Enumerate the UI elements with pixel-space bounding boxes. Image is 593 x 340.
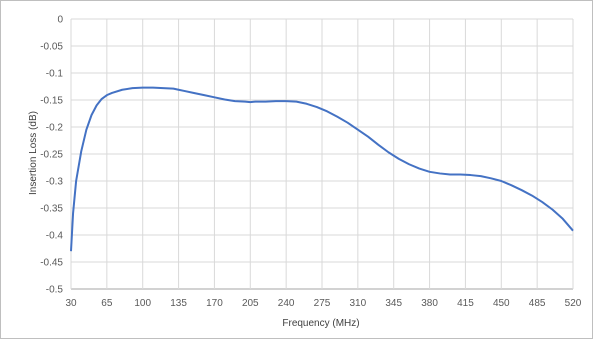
x-tick-label: 205 bbox=[242, 298, 259, 309]
x-tick-label: 240 bbox=[278, 298, 295, 309]
y-tick-label: -0.45 bbox=[40, 258, 63, 269]
y-tick-label: -0.4 bbox=[46, 231, 64, 242]
x-axis-tick-labels: 30 65 100 135 170 205 240 275 310 345 380 415 450 485… bbox=[65, 298, 581, 309]
x-tick-label: 345 bbox=[385, 298, 402, 309]
x-tick-label: 135 bbox=[170, 298, 187, 309]
x-tick-label: 65 bbox=[101, 298, 113, 309]
y-tick-label: -0.25 bbox=[40, 150, 63, 161]
y-tick-label: 0 bbox=[57, 15, 63, 26]
x-tick-label: 415 bbox=[457, 298, 474, 309]
y-tick-label: -0.3 bbox=[46, 177, 64, 188]
grid-lines bbox=[70, 18, 574, 290]
y-tick-label: -0.1 bbox=[46, 69, 64, 80]
y-axis-title: Insertion Loss (dB) bbox=[28, 111, 39, 195]
x-tick-label: 380 bbox=[421, 298, 438, 309]
x-tick-label: 275 bbox=[314, 298, 331, 309]
y-tick-label: -0.35 bbox=[40, 204, 63, 215]
y-tick-label: -0.2 bbox=[46, 123, 64, 134]
x-tick-label: 520 bbox=[565, 298, 582, 309]
x-axis-title: Frequency (MHz) bbox=[282, 318, 359, 329]
x-tick-label: 485 bbox=[529, 298, 546, 309]
y-tick-label: -0.15 bbox=[40, 96, 63, 107]
y-axis-tick-labels: 0 -0.05 -0.1 -0.15 -0.2 -0.25 -0.3 -0.35 -0.4 -0.… bbox=[40, 15, 63, 296]
x-tick-label: 170 bbox=[206, 298, 223, 309]
x-tick-label: 450 bbox=[493, 298, 510, 309]
series-line bbox=[70, 86, 574, 252]
x-tick-label: 310 bbox=[350, 298, 367, 309]
y-tick-label: -0.05 bbox=[40, 42, 63, 53]
x-tick-label: 30 bbox=[65, 298, 77, 309]
x-tick-label: 100 bbox=[134, 298, 151, 309]
y-tick-label: -0.5 bbox=[46, 285, 64, 296]
